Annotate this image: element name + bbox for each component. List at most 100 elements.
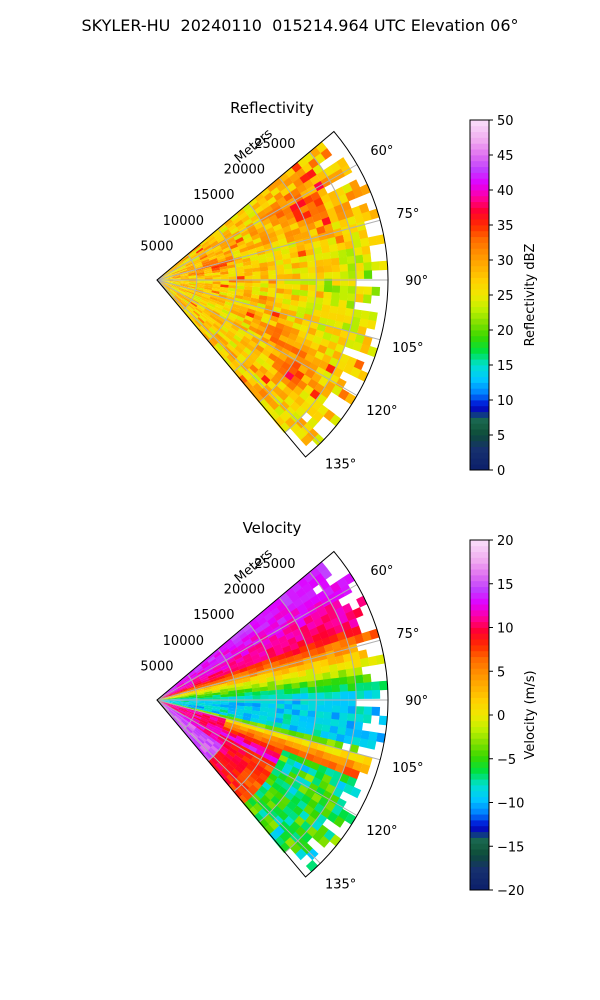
velocity-data-cell xyxy=(204,701,213,704)
velocity-data-cell xyxy=(345,610,357,622)
velocity-data-cell xyxy=(336,577,349,589)
reflectivity-colorbar-segment xyxy=(470,446,489,453)
reflectivity-data-cell xyxy=(266,256,276,263)
reflectivity-data-cell xyxy=(196,282,205,286)
velocity-data-cell xyxy=(244,752,254,761)
reflectivity-data-cell xyxy=(282,385,293,397)
reflectivity-data-cell xyxy=(323,409,336,422)
reflectivity-data-cell xyxy=(208,327,217,336)
velocity-data-cell xyxy=(290,795,301,806)
velocity-data-cell xyxy=(274,679,284,686)
reflectivity-data-cell xyxy=(206,304,215,311)
reflectivity-data-cell xyxy=(319,338,330,348)
reflectivity-data-cell xyxy=(191,311,199,319)
velocity-data-cell xyxy=(285,757,296,767)
reflectivity-data-cell xyxy=(223,249,232,256)
velocity-data-cell xyxy=(313,666,323,675)
reflectivity-data-cell xyxy=(239,325,249,333)
velocity-data-cell xyxy=(316,743,327,753)
velocity-colorbar-segment xyxy=(470,668,489,675)
reflectivity-data-cell xyxy=(296,244,306,252)
reflectivity-colorbar-segment xyxy=(470,435,489,442)
velocity-data-cell xyxy=(268,694,277,700)
reflectivity-data-cell xyxy=(292,341,303,351)
velocity-data-cell xyxy=(354,713,364,723)
reflectivity-data-cell xyxy=(254,192,265,203)
reflectivity-data-cell xyxy=(261,238,271,246)
reflectivity-data-cell xyxy=(214,305,223,312)
velocity-data-cell xyxy=(195,707,205,711)
velocity-data-cell xyxy=(261,658,271,666)
velocity-data-cell xyxy=(164,697,173,699)
velocity-data-cell xyxy=(209,734,218,742)
velocity-data-cell xyxy=(244,706,253,711)
velocity-colorbar-segment xyxy=(470,639,489,646)
reflectivity-data-cell xyxy=(280,329,291,339)
reflectivity-data-cell xyxy=(186,263,194,268)
reflectivity-data-cell xyxy=(195,290,204,295)
velocity-data-cell xyxy=(256,646,266,654)
velocity-data-cell xyxy=(314,639,324,649)
velocity-data-cell xyxy=(276,616,287,626)
velocity-data-cell xyxy=(354,633,365,644)
velocity-data-cell xyxy=(202,714,211,719)
velocity-data-cell xyxy=(252,780,263,790)
velocity-data-cell xyxy=(248,760,258,769)
reflectivity-data-cell xyxy=(293,233,303,242)
reflectivity-data-cell xyxy=(183,296,192,302)
reflectivity-data-cell xyxy=(241,215,251,224)
reflectivity-data-cell xyxy=(180,282,189,285)
reflectivity-data-cell xyxy=(286,182,297,193)
velocity-data-cell xyxy=(238,729,248,736)
velocity-data-cell xyxy=(333,815,345,828)
velocity-data-cell xyxy=(250,634,260,643)
velocity-data-cell xyxy=(196,704,205,708)
reflectivity-azimuth-label: 75° xyxy=(396,207,419,222)
reflectivity-data-cell xyxy=(200,256,209,262)
reflectivity-data-cell xyxy=(228,276,237,280)
velocity-data-cell xyxy=(339,712,348,721)
velocity-data-cell xyxy=(259,682,268,688)
velocity-data-cell xyxy=(231,779,241,790)
velocity-data-cell xyxy=(354,674,364,684)
velocity-data-cell xyxy=(218,683,228,688)
velocity-data-cell xyxy=(301,779,312,789)
velocity-data-cell xyxy=(243,767,253,776)
reflectivity-data-cell xyxy=(164,276,173,279)
velocity-colorbar-segment xyxy=(470,575,489,582)
reflectivity-data-cell xyxy=(278,238,288,246)
velocity-data-cell xyxy=(212,703,221,707)
velocity-data-cell xyxy=(196,669,205,676)
reflectivity-data-cell xyxy=(186,305,195,312)
reflectivity-data-cell xyxy=(368,311,378,322)
reflectivity-data-cell xyxy=(268,214,279,223)
reflectivity-data-cell xyxy=(311,213,322,223)
velocity-colorbar-segment xyxy=(470,569,489,576)
reflectivity-data-cell xyxy=(333,320,344,330)
velocity-data-cell xyxy=(260,654,270,662)
velocity-colorbar-segment xyxy=(470,720,489,728)
velocity-data-cell xyxy=(243,800,253,811)
velocity-data-cell xyxy=(329,754,340,764)
velocity-data-cell xyxy=(246,748,256,757)
reflectivity-data-cell xyxy=(268,283,277,289)
velocity-data-cell xyxy=(172,701,181,704)
velocity-data-cell xyxy=(283,713,292,720)
reflectivity-data-cell xyxy=(164,277,173,279)
velocity-data-cell xyxy=(277,810,289,822)
velocity-data-cell xyxy=(212,692,221,696)
reflectivity-data-cell xyxy=(291,227,302,236)
velocity-data-cell xyxy=(270,660,280,668)
velocity-data-cell xyxy=(284,688,293,695)
reflectivity-data-cell xyxy=(282,298,292,306)
velocity-data-cell xyxy=(214,752,223,761)
reflectivity-data-cell xyxy=(239,246,249,254)
velocity-data-cell xyxy=(172,700,181,702)
velocity-data-cell xyxy=(217,736,226,744)
reflectivity-data-cell xyxy=(304,242,314,251)
velocity-data-cell xyxy=(300,794,312,805)
reflectivity-data-cell xyxy=(220,271,229,275)
velocity-data-cell xyxy=(180,697,189,699)
velocity-data-cell xyxy=(327,656,337,666)
velocity-data-cell xyxy=(171,690,180,694)
